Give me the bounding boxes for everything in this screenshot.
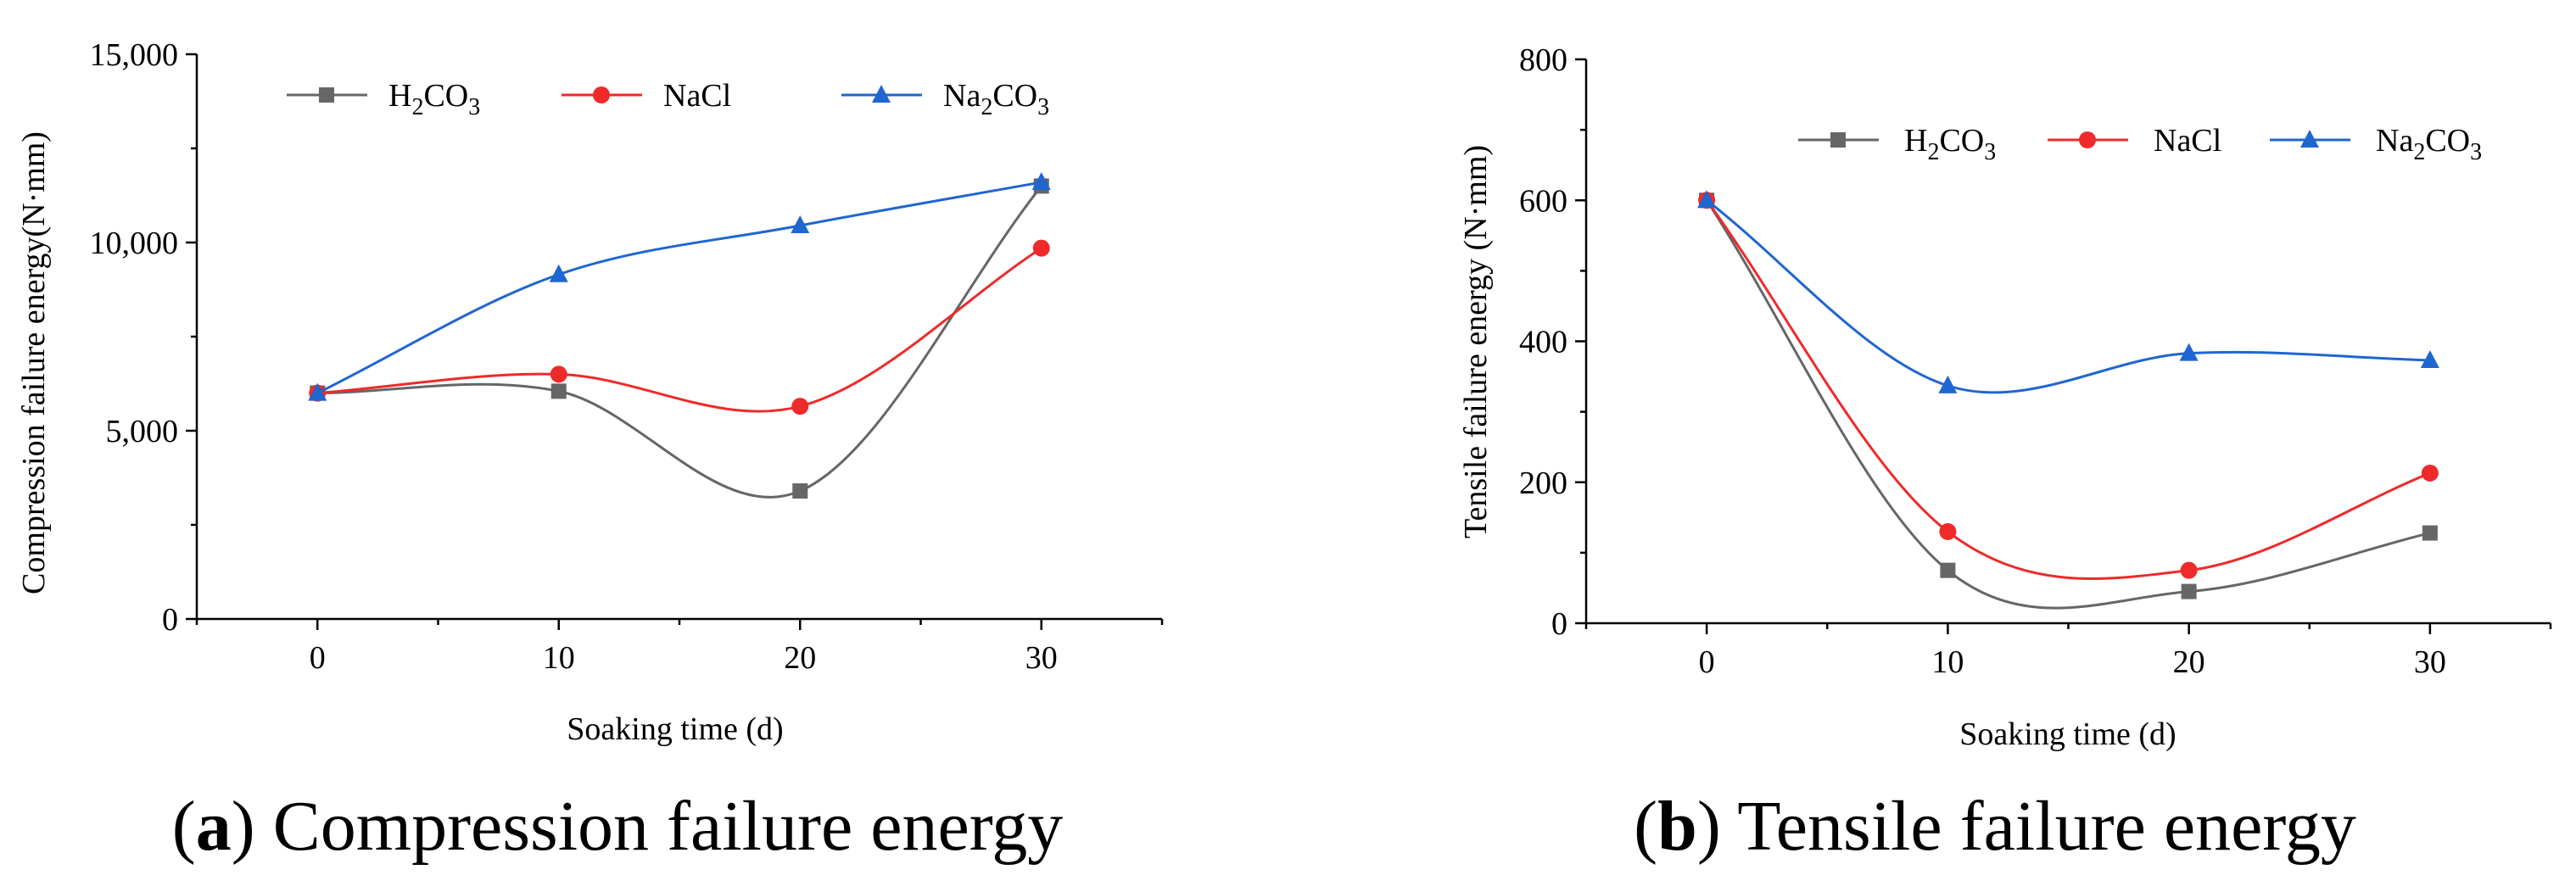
panel-b-xtick-label: 20 [2173, 644, 2205, 680]
panel-a-ytick-label: 5,000 [106, 414, 179, 449]
panel-b-legend-H2CO3-marker [1830, 132, 1846, 148]
panel-a-series-H2CO3-line [317, 185, 1042, 499]
panel-a-xtick-label: 20 [784, 640, 816, 676]
panel-a-series-Na2CO3-point [308, 382, 327, 401]
panel-a-ytick-label: 10,000 [90, 226, 179, 261]
panel-b-legend-Na2CO3-label: Na2CO3 [2376, 123, 2482, 165]
panel-a-xtick-label: 30 [1025, 640, 1058, 676]
panel-a-caption-letter: a [196, 787, 232, 866]
panel-b-xtick-label: 30 [2414, 644, 2446, 680]
panel-a-ylabel: Compression failure energy(N·mm) [16, 131, 52, 594]
panel-b-series-NaCl-point [2421, 464, 2439, 482]
panel-a-caption: (a) Compression failure energy [172, 787, 1064, 866]
panel-b-series-H2CO3-point [1940, 562, 1956, 578]
panel-b-series-Na2CO3-point [1938, 375, 1958, 393]
panel-b-series-H2CO3-line [1705, 199, 2431, 610]
panel-b-ytick-label: 400 [1519, 325, 1567, 360]
panel-b-caption-letter: b [1657, 787, 1697, 866]
panel-b-ytick-label: 600 [1519, 183, 1567, 219]
panel-b-xtick-label: 10 [1931, 644, 1964, 680]
panel-b-legend-Na2CO3-marker [2300, 130, 2319, 148]
panel-a-legend-H2CO3-label: H2CO3 [388, 78, 480, 120]
panel-b-xtick-label: 0 [1699, 644, 1715, 680]
panel-b-xlabel: Soaking time (d) [1959, 716, 2176, 752]
panel-a-series-H2CO3-point [792, 483, 808, 499]
panel-b-series-NaCl-point [1939, 522, 1957, 540]
panel-b-ytick-label: 0 [1551, 606, 1567, 642]
panel-a-series-NaCl-line [317, 247, 1042, 413]
panel-a-series-H2CO3-point [550, 383, 567, 399]
panel-b-ytick-label: 800 [1519, 42, 1567, 78]
panel-b-series-NaCl-point [2180, 561, 2198, 579]
panel-a-xtick-label: 0 [310, 640, 326, 676]
panel-a-series-Na2CO3-point [1031, 171, 1051, 190]
panel-a-series-Na2CO3-point [549, 264, 568, 282]
panel-a-legend-H2CO3-marker [319, 87, 334, 103]
panel-a-series-NaCl-point [1032, 239, 1050, 257]
panel-a-xtick-label: 10 [543, 640, 575, 676]
panel-b-ytick-label: 200 [1519, 466, 1567, 501]
panel-a-xlabel: Soaking time (d) [567, 711, 783, 747]
panel-b-ylabel: Tensile failure energy (N·mm) [1458, 145, 1494, 538]
panel-a-series-NaCl-point [550, 365, 567, 383]
panel-b-caption: (b) Tensile failure energy [1634, 787, 2356, 866]
panel-a-ytick-label: 0 [162, 602, 178, 638]
panel-b-series-H2CO3-point [2181, 583, 2197, 599]
panel-b-series-Na2CO3-line [1706, 199, 2430, 394]
panel-b-legend-H2CO3-label: H2CO3 [1904, 123, 1996, 165]
panel-b-caption-title: Tensile failure energy [1737, 787, 2356, 866]
panel-a-ytick-label: 15,000 [90, 37, 179, 73]
panel-b-legend-NaCl-marker [2079, 131, 2096, 148]
panel-b-series-Na2CO3-point [2179, 343, 2199, 361]
panel-a-chart: Compression failure energy(N·mm) Soaking… [16, 37, 1164, 866]
panel-a-legend-Na2CO3-marker [872, 85, 891, 103]
panel-b-series-Na2CO3-point [2420, 349, 2439, 368]
panel-a-series-Na2CO3-point [791, 215, 810, 234]
panel-b-series-H2CO3-point [2422, 525, 2438, 541]
panel-a-legend-Na2CO3-label: Na2CO3 [943, 78, 1049, 120]
panel-a-series-NaCl-point [791, 398, 809, 415]
panel-a-legend-NaCl-label: NaCl [663, 78, 731, 114]
panel-a-caption-title: Compression failure energy [273, 787, 1064, 866]
panel-b-legend-NaCl-label: NaCl [2154, 123, 2221, 159]
panel-b-chart: Tensile failure energy (N·mm) Soaking ti… [1458, 42, 2552, 866]
panel-a-legend-NaCl-marker [593, 86, 610, 103]
panel-a-series-Na2CO3-line [316, 181, 1042, 394]
panel-b-series-Na2CO3-point [1697, 190, 1717, 209]
panel-b-series-NaCl-line [1705, 199, 2431, 580]
